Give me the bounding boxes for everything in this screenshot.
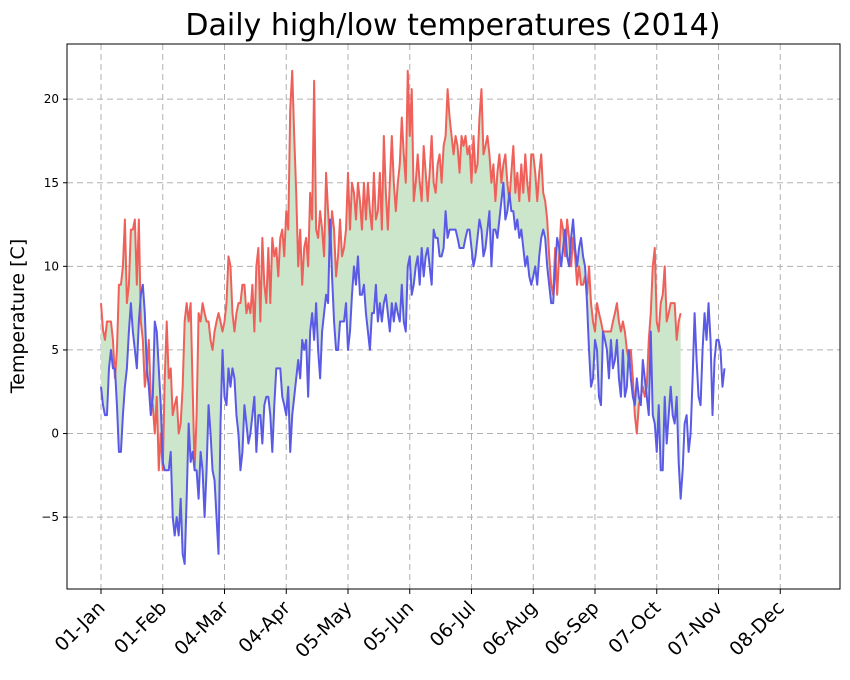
x-tick-label: 07-Nov <box>663 597 727 661</box>
x-tick-label: 01-Feb <box>110 597 171 658</box>
x-tick-label: 05-Jun <box>359 597 418 656</box>
x-tick-label: 05-May <box>291 597 356 662</box>
x-tick-label: 04-Mar <box>170 597 233 660</box>
high-temperature-line <box>100 69 682 472</box>
low-temperature-line <box>100 181 726 565</box>
x-tick-label: 07-Oct <box>604 597 665 658</box>
x-tick-label: 06-Jul <box>426 597 480 651</box>
series-lines <box>100 69 726 565</box>
x-tick-label: 04-Apr <box>234 597 295 658</box>
plot-frame <box>66 43 841 590</box>
y-tick-label: −5 <box>41 510 59 524</box>
y-tick-label: 0 <box>51 427 59 441</box>
y-axis-ticks: −5 0 5 10 15 20 <box>41 92 67 524</box>
x-tick-label: 08-Dec <box>725 597 789 661</box>
chart-title: Daily high/low temperatures (2014) <box>185 8 720 43</box>
y-tick-label: 5 <box>51 343 59 357</box>
y-axis-label: Temperature [C] <box>7 239 29 395</box>
x-tick-label: 06-Sep <box>541 597 604 660</box>
y-tick-label: 20 <box>44 92 59 106</box>
y-tick-label: 15 <box>44 176 59 190</box>
x-tick-label: 06-Aug <box>478 597 541 660</box>
x-tick-label: 01-Jan <box>51 597 110 656</box>
y-tick-label: 10 <box>44 259 59 273</box>
